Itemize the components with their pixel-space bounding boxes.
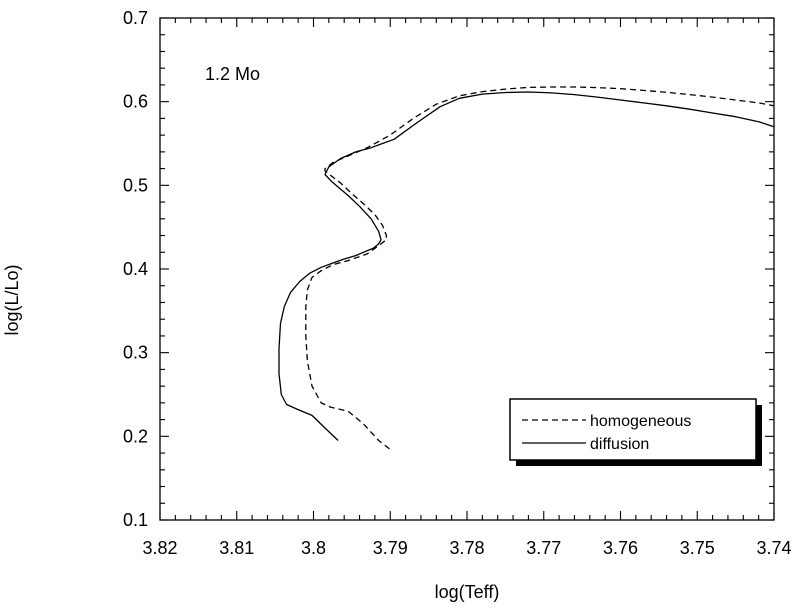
legend-label-diffusion: diffusion: [590, 436, 649, 453]
y-tick-label: 0.4: [123, 259, 148, 279]
series-line-homogeneous: [305, 86, 775, 450]
x-tick-label: 3.8: [301, 538, 326, 558]
x-tick-label: 3.76: [603, 538, 638, 558]
y-tick-label: 0.2: [123, 426, 148, 446]
x-axis-ticks: 3.82 3.81 3.8 3.79 3.78 3.77 3.76 3.75 3.74: [142, 18, 792, 558]
legend: homogeneous diffusion: [509, 398, 762, 466]
x-tick-label: 3.79: [373, 538, 408, 558]
x-axis-label: log(Teff): [435, 582, 500, 602]
legend-label-homogeneous: homogeneous: [590, 413, 691, 430]
y-tick-label: 0.7: [123, 8, 148, 28]
x-tick-label: 3.82: [142, 538, 177, 558]
y-tick-label: 0.5: [123, 175, 148, 195]
x-tick-label: 3.81: [219, 538, 254, 558]
x-tick-label: 3.77: [526, 538, 561, 558]
y-axis-ticks: 0.1 0.2 0.3 0.4 0.5 0.6 0.7: [123, 8, 774, 530]
y-axis-label: log(L/Lo): [2, 264, 22, 335]
y-tick-label: 0.3: [123, 343, 148, 363]
x-tick-label: 3.75: [680, 538, 715, 558]
series-line-diffusion: [278, 91, 775, 441]
x-tick-label: 3.78: [449, 538, 484, 558]
y-tick-label: 0.1: [123, 510, 148, 530]
legend-box: [509, 398, 757, 461]
mass-annotation: 1.2 Mo: [205, 64, 260, 84]
series-layer: [278, 86, 775, 450]
x-tick-label: 3.74: [756, 538, 791, 558]
y-tick-label: 0.6: [123, 92, 148, 112]
